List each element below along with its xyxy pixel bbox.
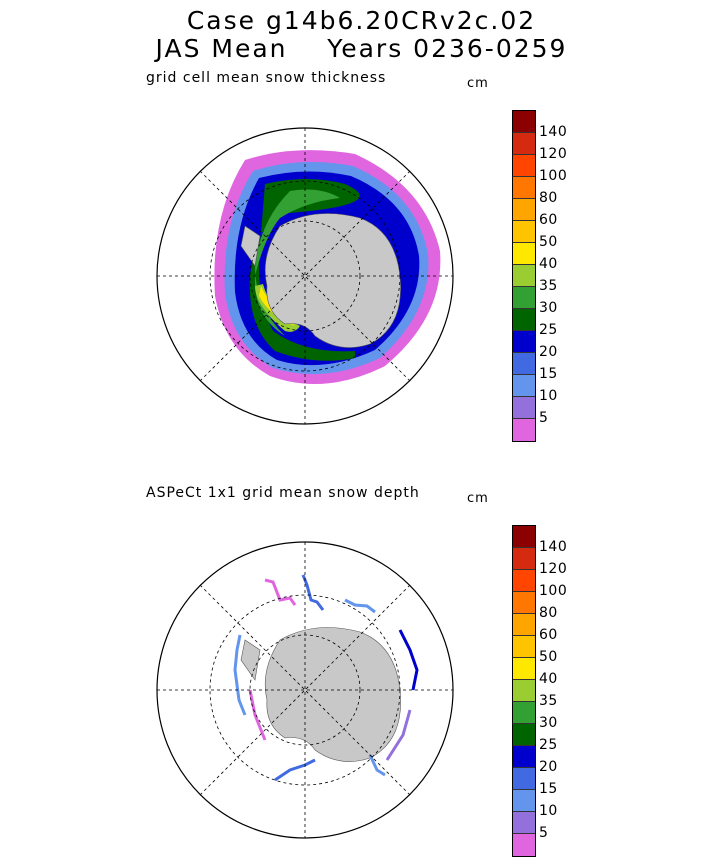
- colorbar-1-label: 25: [539, 322, 558, 338]
- colorbar-1-label: 80: [539, 190, 558, 206]
- colorbar-1-seg: [513, 265, 535, 287]
- colorbar-2-seg: [513, 790, 535, 812]
- colorbar-1-label: 35: [539, 278, 558, 294]
- colorbar-1-label: 5: [539, 410, 549, 426]
- colorbar-1-seg: [513, 309, 535, 331]
- colorbar-1-label: 20: [539, 344, 558, 360]
- colorbar-2-label: 40: [539, 671, 558, 687]
- colorbar-1-seg: [513, 287, 535, 309]
- colorbar-2-seg: [513, 614, 535, 636]
- colorbar-1-label: 100: [539, 168, 568, 184]
- colorbar-1-label: 15: [539, 366, 558, 382]
- colorbar-2-seg: [513, 702, 535, 724]
- colorbar-1-label: 50: [539, 234, 558, 250]
- colorbar-2-label: 80: [539, 605, 558, 621]
- panel-1-colorbar: [512, 110, 536, 442]
- colorbar-1-seg: [513, 353, 535, 375]
- panel-1-unit: cm: [467, 76, 489, 91]
- colorbar-2-label: 25: [539, 737, 558, 753]
- plot-title-case: Case g14b6.20CRv2c.02: [186, 6, 537, 35]
- panel-2-unit: cm: [467, 491, 489, 506]
- panel-1-title: grid cell mean snow thickness: [146, 70, 387, 86]
- colorbar-2-seg: [513, 548, 535, 570]
- colorbar-1-seg: [513, 243, 535, 265]
- colorbar-1-label: 140: [539, 124, 568, 140]
- colorbar-1-seg: [513, 177, 535, 199]
- panel-2-map: [156, 541, 454, 839]
- colorbar-1-seg: [513, 111, 535, 133]
- obs-track: [274, 758, 316, 782]
- colorbar-1-seg: [513, 199, 535, 221]
- obs-track: [233, 634, 247, 716]
- antarctica-land: [240, 627, 401, 762]
- colorbar-1-seg: [513, 133, 535, 155]
- colorbar-2-label: 5: [539, 825, 549, 841]
- colorbar-2-seg: [513, 724, 535, 746]
- colorbar-2-label: 60: [539, 627, 558, 643]
- colorbar-1-label: 10: [539, 388, 558, 404]
- colorbar-2-seg: [513, 834, 535, 856]
- colorbar-2-seg: [513, 636, 535, 658]
- colorbar-2-label: 30: [539, 715, 558, 731]
- colorbar-2-label: 20: [539, 759, 558, 775]
- colorbar-2-seg: [513, 570, 535, 592]
- colorbar-1-label: 120: [539, 146, 568, 162]
- colorbar-2-label: 15: [539, 781, 558, 797]
- colorbar-2-seg: [513, 526, 535, 548]
- colorbar-2-seg: [513, 658, 535, 680]
- plot-title-period: JAS Mean Years 0236-0259: [155, 34, 568, 63]
- colorbar-2-seg: [513, 812, 535, 834]
- colorbar-1-seg: [513, 375, 535, 397]
- colorbar-2-label: 100: [539, 583, 568, 599]
- snow-band-25cm: [249, 179, 360, 361]
- colorbar-1-seg: [513, 397, 535, 419]
- colorbar-2-seg: [513, 592, 535, 614]
- colorbar-2-seg: [513, 746, 535, 768]
- colorbar-1-label: 60: [539, 212, 558, 228]
- obs-track: [344, 598, 376, 614]
- colorbar-2-seg: [513, 768, 535, 790]
- colorbar-2-label: 10: [539, 803, 558, 819]
- obs-track: [264, 578, 297, 606]
- snow-band-50cm: [259, 286, 295, 326]
- colorbar-1-seg: [513, 221, 535, 243]
- colorbar-2-label: 120: [539, 561, 568, 577]
- obs-track: [301, 574, 325, 611]
- colorbar-2-label: 35: [539, 693, 558, 709]
- colorbar-2-seg: [513, 680, 535, 702]
- colorbar-1-seg: [513, 331, 535, 353]
- colorbar-1-seg: [513, 419, 535, 441]
- obs-track: [248, 689, 267, 741]
- obs-track: [398, 629, 419, 691]
- obs-track: [385, 709, 412, 761]
- colorbar-1-seg: [513, 155, 535, 177]
- obs-track: [368, 754, 386, 777]
- colorbar-2-label: 140: [539, 539, 568, 555]
- panel-2-title: ASPeCt 1x1 grid mean snow depth: [146, 485, 420, 501]
- antarctica-land: [240, 213, 401, 348]
- panel-1-map: [156, 127, 454, 425]
- colorbar-2-label: 50: [539, 649, 558, 665]
- colorbar-1-label: 30: [539, 300, 558, 316]
- colorbar-1-label: 40: [539, 256, 558, 272]
- panel-2-colorbar: [512, 525, 536, 857]
